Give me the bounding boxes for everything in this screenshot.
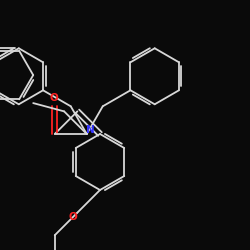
Text: O: O: [69, 212, 78, 222]
Text: O: O: [49, 93, 58, 103]
Text: N: N: [86, 125, 95, 135]
